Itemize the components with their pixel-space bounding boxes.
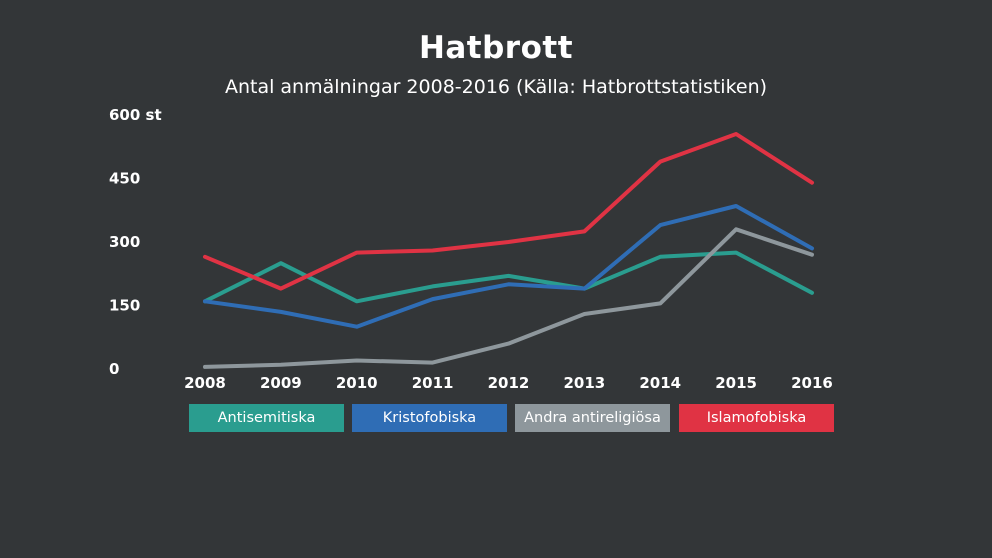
x-tick-label: 2013 [564,374,606,392]
x-tick-label: 2015 [715,374,757,392]
y-tick-label: 600 st [109,106,162,124]
legend-item: Islamofobiska [679,404,834,432]
series-line-islamofobiska [203,132,814,291]
x-tick-label: 2011 [412,374,454,392]
y-tick-label: 0 [109,360,119,378]
x-tick-label: 2010 [336,374,378,392]
x-tick-label: 2012 [488,374,530,392]
legend-item: Antisemitiska [189,404,344,432]
x-tick-label: 2009 [260,374,302,392]
legend-item: Andra antireligiösa [515,404,670,432]
x-tick-label: 2014 [639,374,681,392]
legend-item: Kristofobiska [352,404,507,432]
series-line-antisemitiska [203,250,814,304]
chart-title: Hatbrott [418,30,574,66]
x-tick-label: 2008 [184,374,226,392]
series-line-kristofobiska [203,204,814,329]
y-tick-label: 150 [109,297,140,315]
y-tick-label: 450 [109,170,140,188]
x-tick-label: 2016 [791,374,833,392]
series-line-andra-antireligi-sa [203,227,814,369]
chart-subtitle: Antal anmälningar 2008-2016 (Källa: Hatb… [224,76,768,98]
y-tick-label: 300 [109,233,140,251]
